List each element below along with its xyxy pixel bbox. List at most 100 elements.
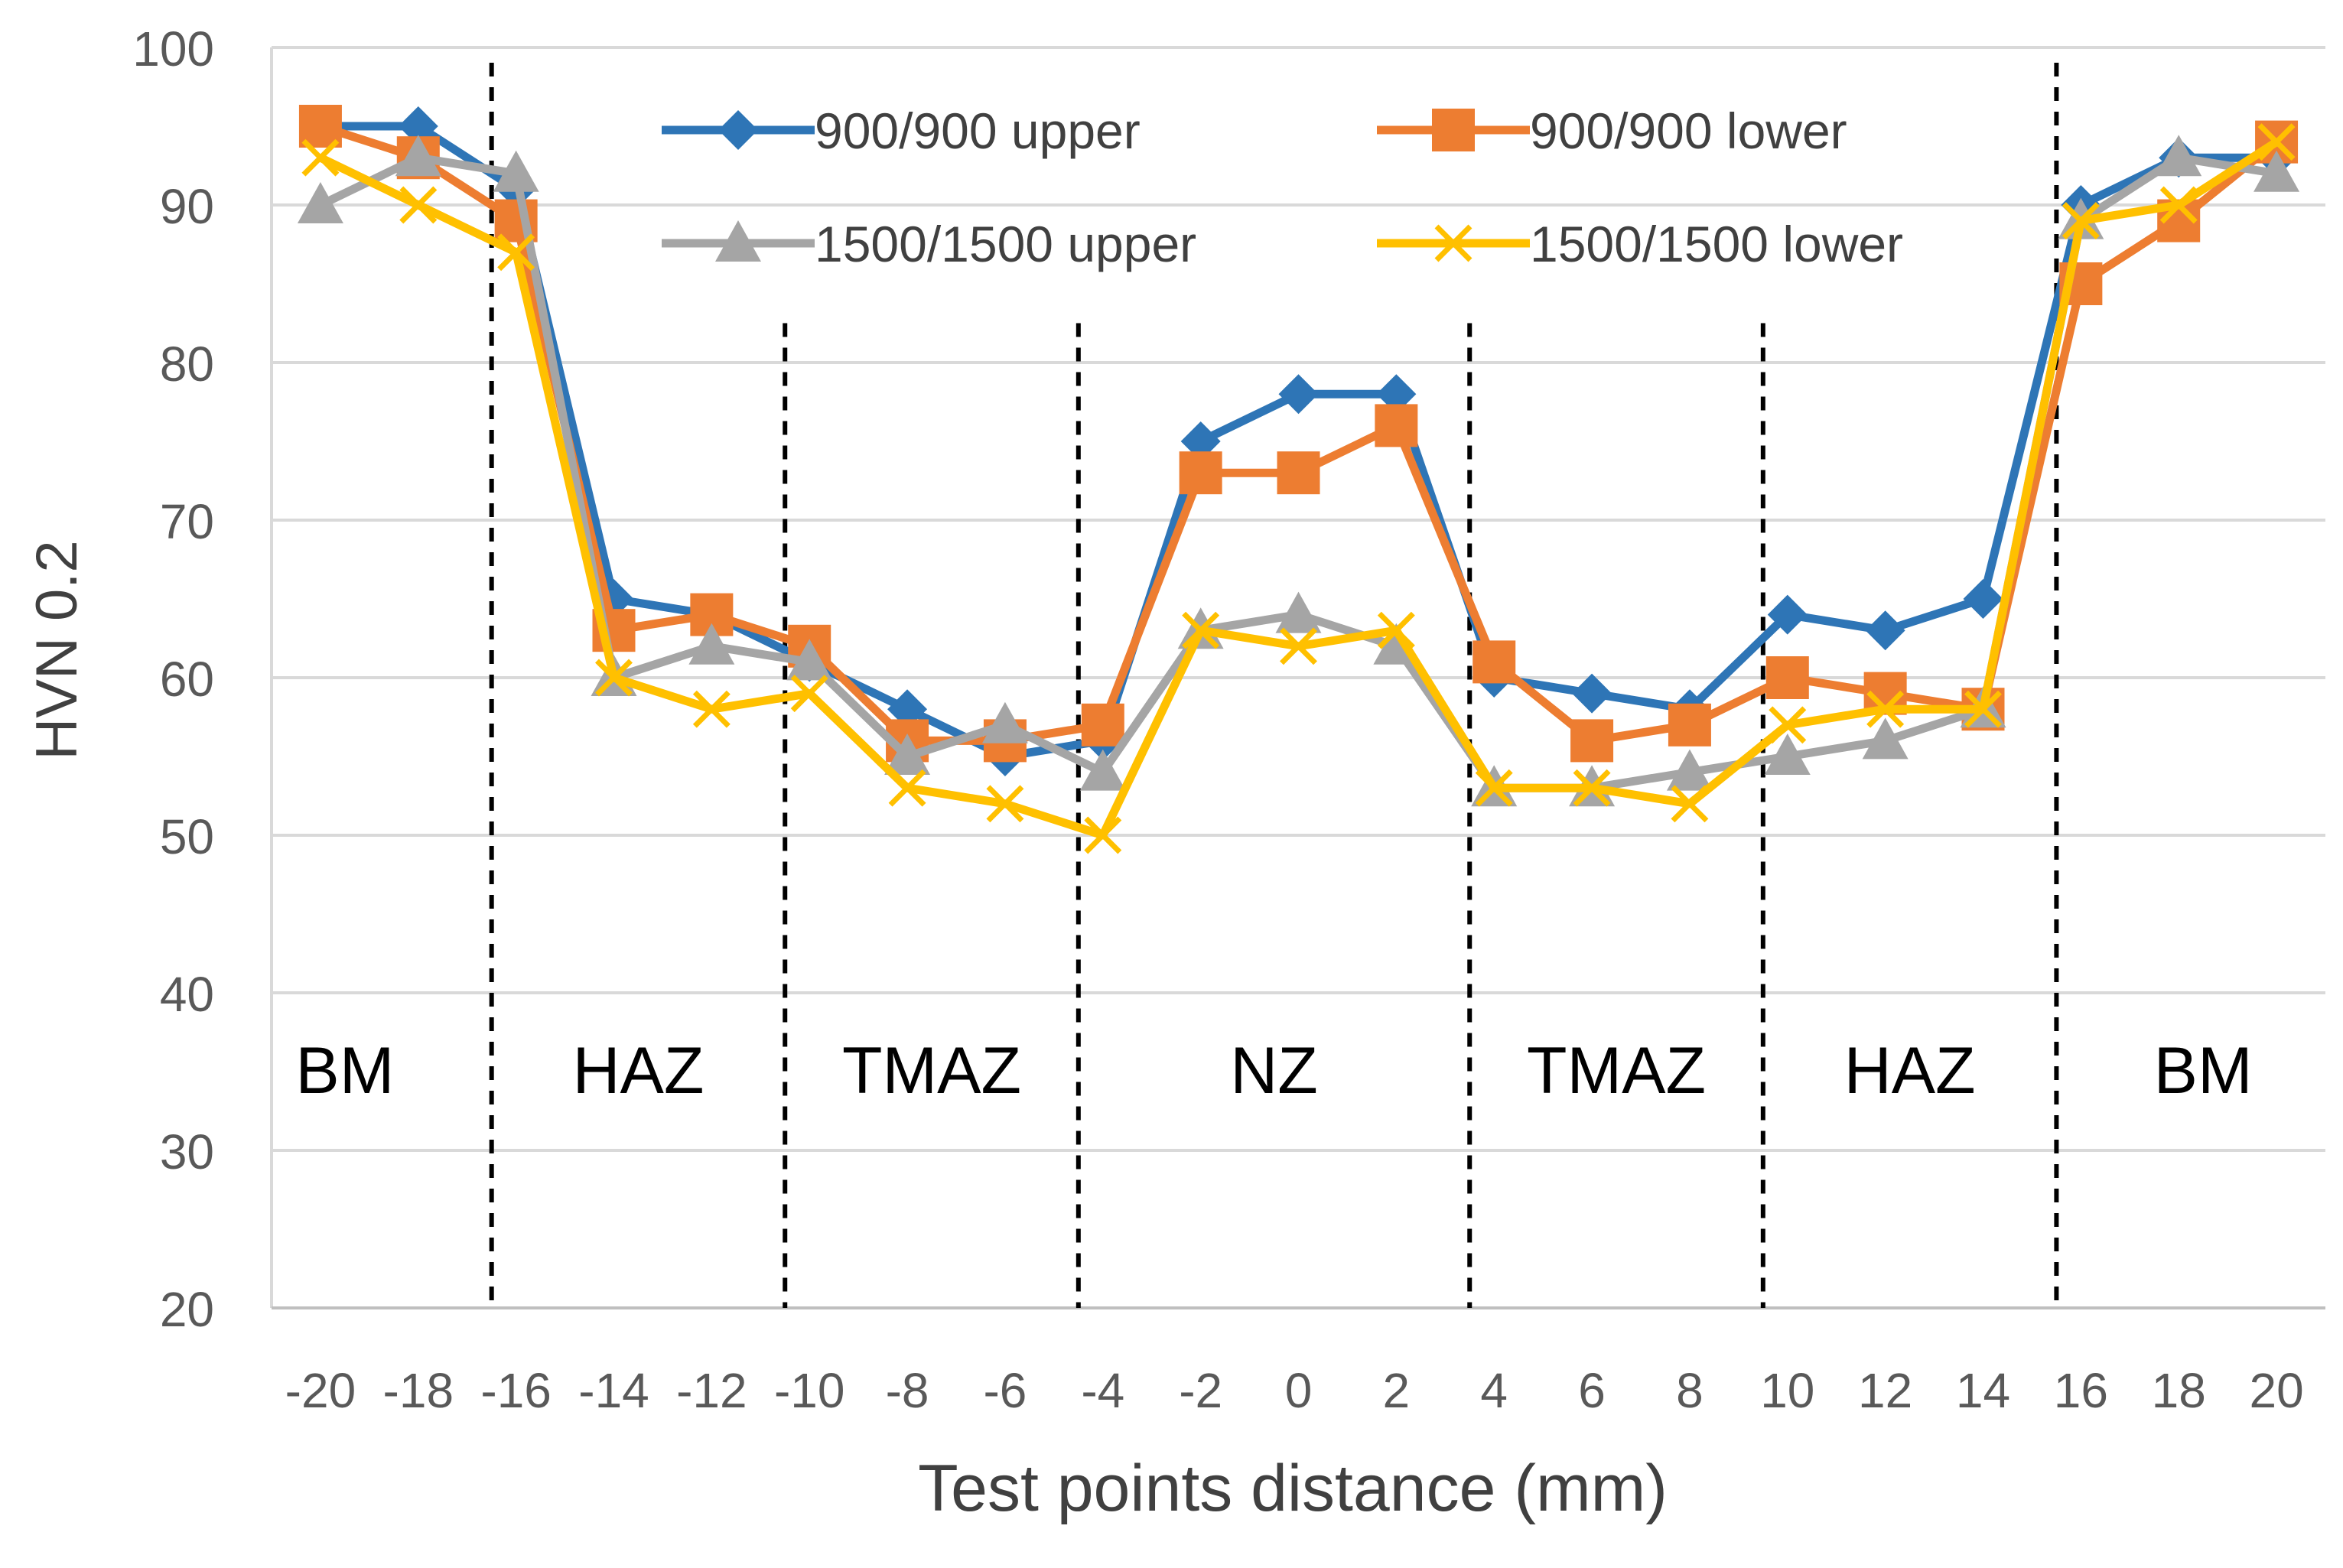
data-point — [986, 785, 1024, 823]
legend-label: 900/900 lower — [1530, 102, 1847, 159]
y-tick-label: 30 — [160, 1124, 214, 1179]
data-point — [1573, 769, 1611, 807]
x-tick-label: 0 — [1285, 1363, 1313, 1418]
x-tick-label: -16 — [480, 1363, 552, 1418]
data-point — [1377, 611, 1415, 649]
zone-label: HAZ — [572, 1034, 704, 1108]
legend-entry: 900/900 upper — [662, 102, 1141, 159]
data-point — [1862, 717, 1909, 760]
data-point — [1280, 627, 1317, 665]
y-tick-label: 20 — [160, 1282, 214, 1337]
data-point — [1866, 690, 1905, 728]
x-tick-label: -12 — [676, 1363, 747, 1418]
data-point — [497, 233, 535, 272]
y-tick-label: 50 — [160, 809, 214, 864]
series-layer — [297, 105, 2300, 854]
data-point — [884, 734, 931, 775]
legend-entry: 900/900 lower — [1377, 102, 1847, 159]
y-tick-label: 100 — [132, 21, 214, 76]
x-tick-label: -14 — [578, 1363, 649, 1418]
data-point — [2156, 135, 2202, 177]
data-point — [1084, 816, 1122, 854]
legend-marker — [715, 220, 761, 262]
data-point — [981, 701, 1028, 743]
x-tick-label: 18 — [2152, 1363, 2206, 1418]
x-tick-label: -18 — [383, 1363, 454, 1418]
data-point — [692, 690, 731, 728]
data-point — [1964, 690, 2002, 728]
x-tick-label: -4 — [1081, 1363, 1124, 1418]
data-point — [790, 675, 828, 713]
x-tick-label: 16 — [2054, 1363, 2108, 1418]
zone-label: BM — [295, 1034, 394, 1108]
x-tick-label: 12 — [1858, 1363, 1912, 1418]
data-point — [395, 135, 441, 177]
x-tick-label: -10 — [774, 1363, 845, 1418]
data-point — [1666, 749, 1713, 791]
data-point — [1275, 591, 1322, 633]
x-tick-label: 4 — [1480, 1363, 1508, 1418]
data-point — [1767, 594, 1808, 635]
data-point — [887, 689, 928, 730]
data-point — [1473, 640, 1516, 684]
x-tick-label: 6 — [1578, 1363, 1606, 1418]
y-tick-label: 70 — [160, 494, 214, 549]
legend-entry: 1500/1500 lower — [1377, 216, 1903, 272]
data-point — [1179, 451, 1222, 495]
x-axis-title: Test points distance (mm) — [918, 1452, 1668, 1525]
y-tick-label: 90 — [160, 179, 214, 234]
data-point — [1475, 769, 1513, 807]
data-point — [1671, 785, 1709, 823]
series-0 — [300, 106, 2297, 776]
data-point — [1180, 421, 1221, 461]
legend-entry: 1500/1500 upper — [662, 216, 1196, 272]
y-tick-label: 60 — [160, 652, 214, 707]
zone-label: NZ — [1230, 1034, 1318, 1108]
x-tick-label: 8 — [1676, 1363, 1704, 1418]
data-point — [888, 769, 926, 807]
data-point — [399, 186, 438, 224]
x-tick-label: -6 — [983, 1363, 1027, 1418]
data-point — [1764, 734, 1811, 775]
data-point — [2062, 202, 2100, 240]
x-tick-label: 10 — [1760, 1363, 1814, 1418]
legend-layer: 900/900 upper 900/900 lower 1500/1500 uppe… — [662, 102, 1903, 272]
x-tick-label: -8 — [886, 1363, 929, 1418]
legend-marker — [1434, 224, 1473, 262]
data-point — [595, 659, 633, 697]
data-point — [1765, 656, 1809, 699]
data-point — [786, 639, 833, 681]
zone-label: TMAZ — [842, 1034, 1021, 1108]
data-point — [1865, 610, 1905, 651]
data-point — [1963, 579, 2003, 619]
data-point — [1572, 673, 1612, 714]
zone-label: HAZ — [1844, 1034, 1976, 1108]
legend-label: 900/900 upper — [815, 102, 1141, 159]
legend-label: 1500/1500 upper — [815, 216, 1196, 272]
data-point — [1277, 451, 1320, 495]
data-point — [1081, 703, 1124, 747]
data-point — [297, 182, 343, 223]
data-point — [688, 623, 735, 665]
series-3 — [301, 123, 2296, 854]
grid-layer — [272, 46, 2325, 1309]
data-point — [1182, 611, 1220, 649]
data-point — [2254, 150, 2300, 192]
x-tick-label: 20 — [2249, 1363, 2303, 1418]
zone-layer: BM HAZ TMAZ NZ TMAZ HAZ BM — [295, 63, 2253, 1308]
y-tick-label: 40 — [160, 967, 214, 1022]
data-point — [493, 150, 539, 192]
zone-label: TMAZ — [1527, 1034, 1706, 1108]
data-point — [1570, 719, 1614, 763]
x-tick-label: -20 — [285, 1363, 356, 1418]
legend-marker — [1432, 109, 1475, 151]
data-point — [398, 106, 438, 146]
data-point — [1079, 749, 1126, 791]
data-point — [301, 138, 340, 177]
data-point — [1375, 404, 1418, 447]
x-tick-label: -2 — [1179, 1363, 1222, 1418]
data-point — [1278, 374, 1319, 415]
x-tick-label: 14 — [1956, 1363, 2010, 1418]
